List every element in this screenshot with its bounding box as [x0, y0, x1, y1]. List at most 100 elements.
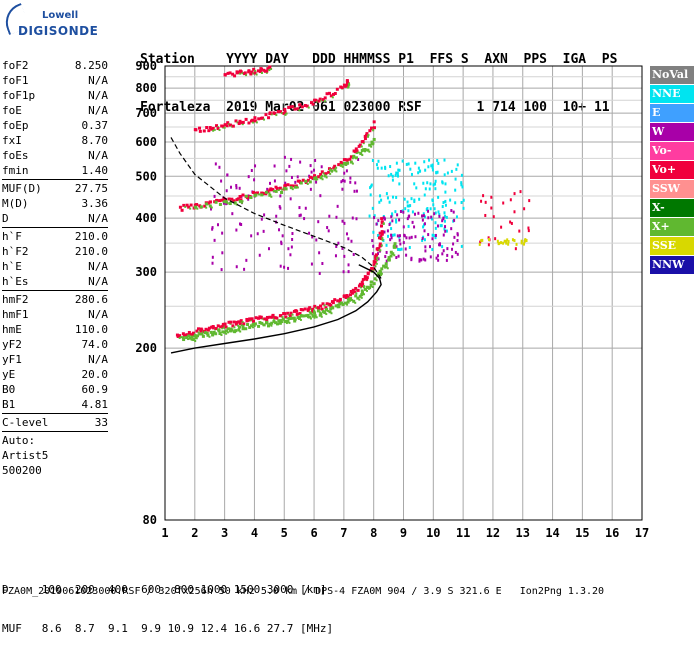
param-value: 210.0	[74, 230, 108, 243]
trace-echo-point	[264, 190, 268, 194]
trace-echo-point	[268, 69, 271, 72]
trace-echo-point	[192, 338, 196, 342]
trace-point	[259, 316, 263, 320]
spread-echo-point	[407, 224, 410, 228]
spread-echo-point	[343, 254, 346, 258]
trace-point	[208, 200, 212, 204]
spread-echo-point	[428, 158, 431, 162]
spread-echo-point	[225, 189, 228, 193]
trace-echo-point	[257, 117, 261, 121]
trace-echo-point	[329, 303, 333, 307]
spread-echo-point	[442, 249, 445, 253]
trace-echo-point	[250, 317, 254, 321]
spread-echo-point	[423, 229, 426, 233]
trace-echo-point	[270, 321, 274, 325]
trace-echo-point	[191, 331, 195, 335]
trace-echo-point	[261, 191, 265, 195]
param-row: hmF2 280.6	[2, 292, 108, 307]
spread-echo-point	[460, 173, 463, 177]
trace-echo-point	[338, 300, 342, 304]
spread-echo-point	[372, 230, 375, 234]
trace-echo-point	[299, 314, 303, 318]
spread-echo-point	[406, 200, 409, 204]
trace-echo-point	[289, 186, 293, 190]
spread-echo-point	[454, 250, 457, 254]
trace-echo-point	[203, 331, 207, 335]
x-tick-label: 1	[161, 526, 168, 540]
spread-echo-point	[213, 194, 216, 198]
spread-echo-point	[303, 217, 306, 221]
spread-echo-point	[494, 237, 497, 241]
trace-echo-point	[216, 324, 220, 328]
trace-echo-point	[237, 320, 241, 324]
spread-echo-point	[318, 251, 321, 255]
spread-echo-point	[523, 239, 526, 243]
trace-point	[348, 297, 352, 301]
spread-echo-point	[315, 180, 318, 184]
muf-distance-table: D 100 200 400 600 800 1000 1500 3000 [km…	[2, 557, 333, 648]
trace-point	[277, 319, 281, 323]
spread-echo-point	[460, 244, 463, 248]
header-values: Fortaleza 2019 Mar02 061 023000 RSF 1 71…	[140, 100, 610, 115]
spread-echo-point	[347, 263, 350, 267]
spread-echo-point	[349, 176, 352, 180]
spread-echo-point	[287, 266, 290, 270]
trace-echo-point	[370, 267, 374, 271]
spread-echo-point	[354, 181, 357, 185]
spread-echo-point	[290, 175, 293, 179]
spread-echo-point	[343, 221, 346, 225]
muf-row: MUF 8.6 8.7 9.1 9.9 10.9 12.4 16.6 27.7 …	[2, 622, 334, 635]
spread-echo-point	[423, 160, 426, 164]
spread-echo-point	[379, 194, 382, 198]
spread-echo-point	[267, 247, 270, 251]
spread-echo-point	[327, 229, 330, 233]
spread-echo-point	[391, 195, 394, 199]
x-tick-label: 8	[370, 526, 377, 540]
spread-echo-point	[484, 213, 487, 217]
trace-echo-point	[380, 220, 384, 224]
spread-echo-point	[441, 181, 444, 185]
trace-echo-point	[317, 175, 321, 179]
spread-echo-point	[442, 216, 445, 220]
spread-echo-point	[376, 234, 379, 238]
spread-echo-point	[308, 231, 311, 235]
spread-echo-point	[385, 192, 388, 196]
trace-echo-point	[310, 308, 313, 311]
trace-echo-point	[243, 71, 247, 75]
param-value: 210.0	[74, 245, 108, 258]
trace-point	[199, 327, 203, 331]
param-value: 8.250	[74, 59, 108, 72]
spread-echo-point	[260, 217, 263, 221]
trace-echo-point	[246, 323, 250, 327]
trace-echo-point	[350, 291, 354, 295]
trace-point	[380, 217, 384, 221]
spread-echo-point	[418, 197, 421, 201]
spread-echo-point	[502, 201, 505, 205]
spread-echo-point	[341, 178, 344, 182]
spread-echo-point	[429, 182, 432, 186]
trace-echo-point	[198, 129, 202, 133]
spread-echo-point	[404, 207, 407, 211]
trace-point	[238, 119, 242, 123]
spread-echo-point	[269, 181, 272, 185]
spread-echo-point	[391, 178, 394, 182]
trace-point	[342, 158, 346, 162]
spread-echo-point	[245, 258, 248, 262]
trace-echo-point	[384, 262, 388, 266]
spread-echo-point	[444, 199, 447, 203]
spread-echo-point	[421, 214, 424, 218]
x-tick-label: 5	[281, 526, 288, 540]
param-value: N/A	[88, 275, 108, 288]
trace-echo-point	[239, 319, 243, 323]
spread-echo-point	[441, 219, 444, 223]
trace-echo-point	[292, 316, 296, 320]
trace-echo-point	[289, 311, 293, 315]
trace-echo-point	[228, 202, 232, 206]
trace-echo-point	[316, 100, 319, 103]
spread-echo-point	[342, 270, 345, 274]
trace-echo-point	[333, 168, 337, 172]
trace-point	[283, 186, 287, 190]
trace-echo-point	[180, 336, 183, 339]
trace-echo-point	[309, 311, 313, 315]
trace-echo-point	[231, 324, 235, 328]
